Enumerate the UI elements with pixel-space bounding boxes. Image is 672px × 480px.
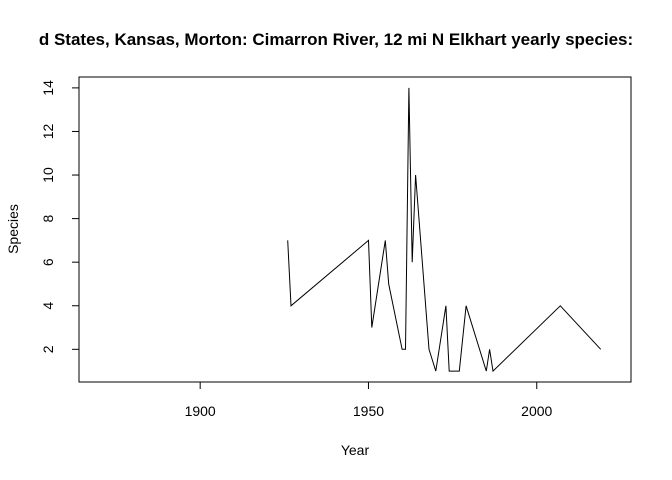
y-tick-label: 10 [40, 167, 56, 183]
y-tick-label: 2 [40, 345, 56, 353]
y-tick-label: 12 [40, 123, 56, 139]
x-axis: 1900 1950 2000 [185, 381, 553, 419]
y-tick-label: 14 [40, 80, 56, 96]
y-axis-label: Species [5, 204, 21, 254]
data-points [286, 86, 602, 372]
y-axis: 2 4 6 8 10 12 14 [40, 80, 80, 353]
y-tick-label: 6 [40, 258, 56, 266]
y-tick-label: 8 [40, 215, 56, 223]
x-tick-label: 2000 [521, 403, 552, 419]
y-tick-label: 4 [40, 302, 56, 310]
x-axis-label: Year [341, 442, 370, 458]
plot-area-frame [78, 76, 632, 383]
x-tick-label: 1950 [353, 403, 384, 419]
series-line [287, 87, 602, 373]
x-tick-label: 1900 [185, 403, 216, 419]
chart-title: d States, Kansas, Morton: Cimarron River… [39, 30, 633, 49]
